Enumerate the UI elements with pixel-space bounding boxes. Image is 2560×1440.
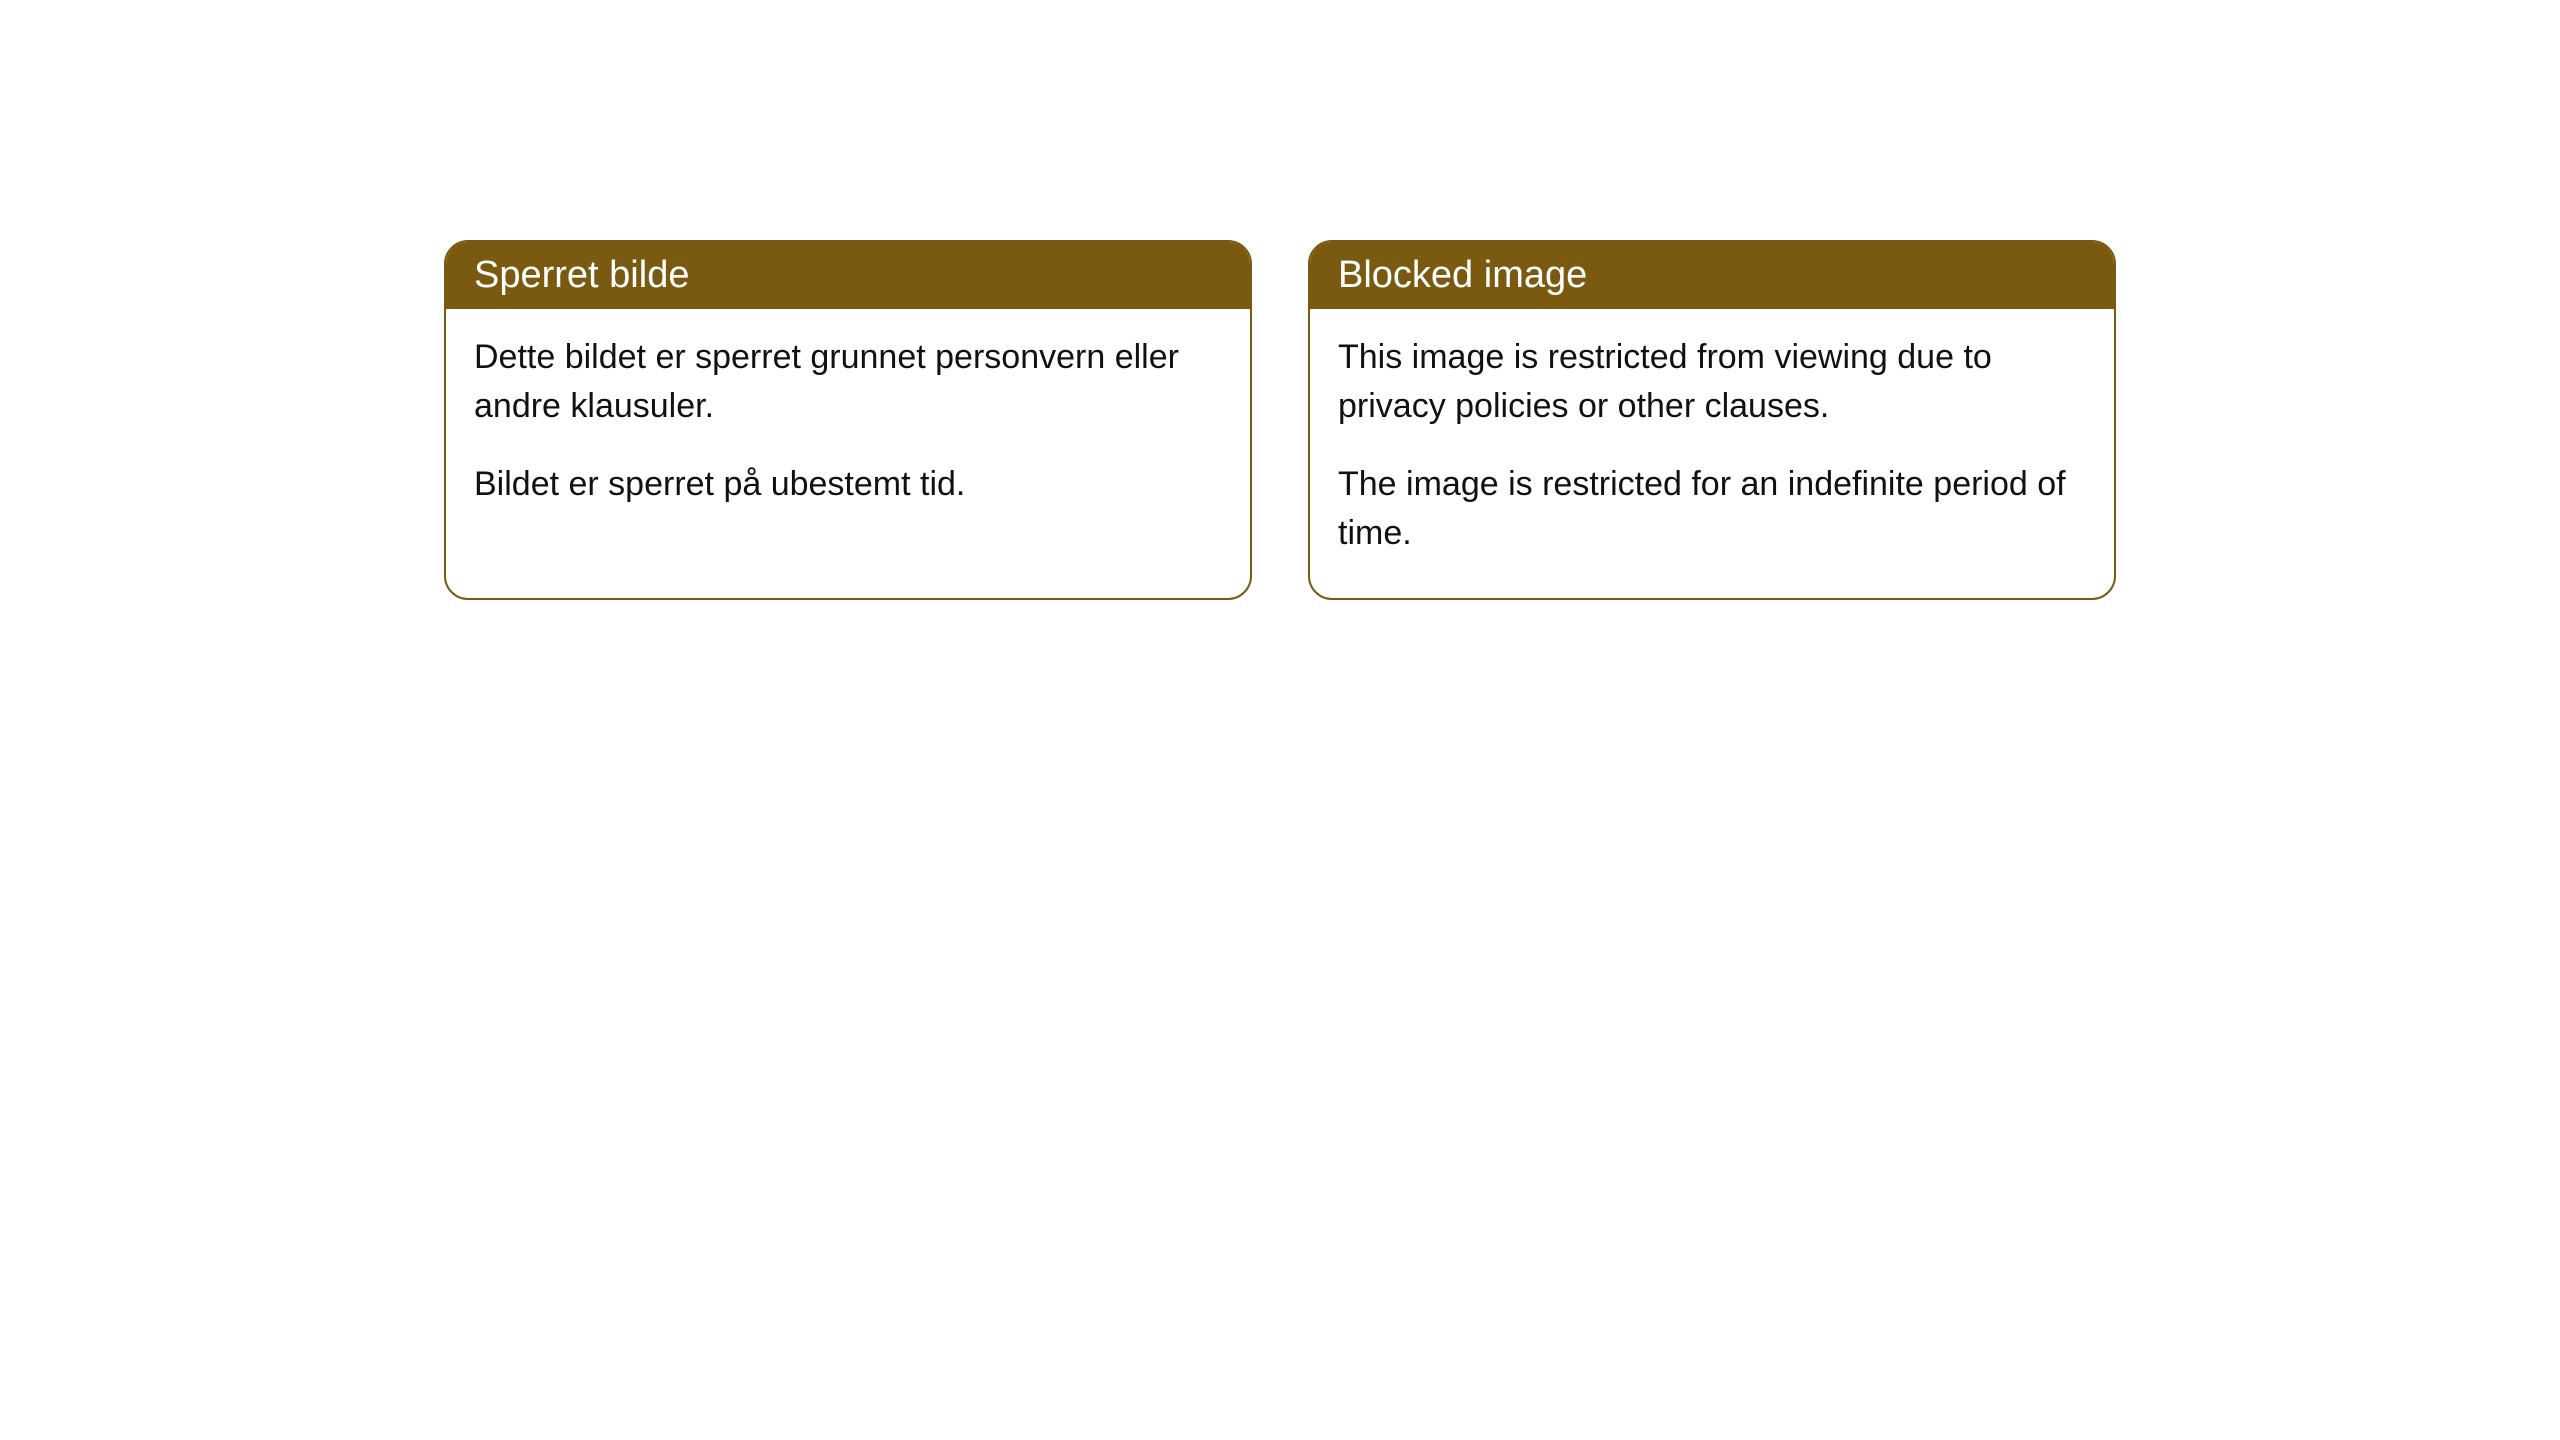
card-title: Blocked image (1338, 254, 1587, 296)
blocked-image-card-english: Blocked image This image is restricted f… (1308, 240, 2116, 600)
card-body: This image is restricted from viewing du… (1310, 309, 2114, 598)
card-paragraph: The image is restricted for an indefinit… (1338, 460, 2086, 559)
card-title: Sperret bilde (474, 254, 689, 296)
card-paragraph: This image is restricted from viewing du… (1338, 333, 2086, 432)
notice-cards-container: Sperret bilde Dette bildet er sperret gr… (444, 240, 2116, 600)
blocked-image-card-norwegian: Sperret bilde Dette bildet er sperret gr… (444, 240, 1252, 600)
card-paragraph: Bildet er sperret på ubestemt tid. (474, 460, 1222, 509)
card-header: Blocked image (1310, 242, 2114, 309)
card-body: Dette bildet er sperret grunnet personve… (446, 309, 1250, 549)
card-paragraph: Dette bildet er sperret grunnet personve… (474, 333, 1222, 432)
card-header: Sperret bilde (446, 242, 1250, 309)
